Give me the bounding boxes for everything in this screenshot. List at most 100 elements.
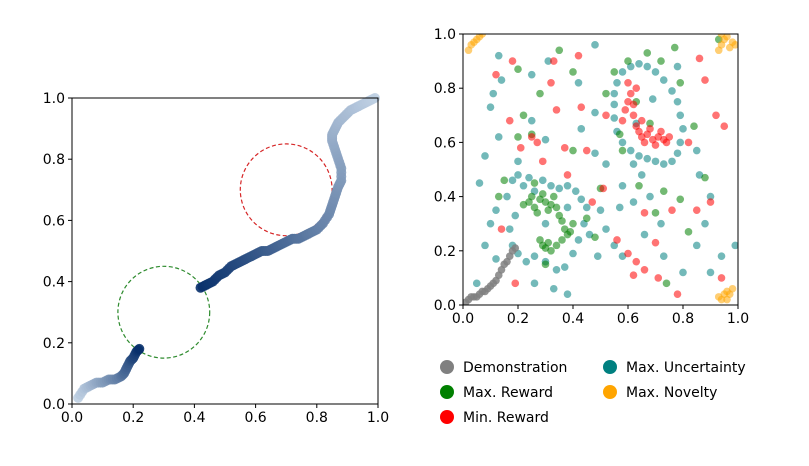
max-reward-point bbox=[558, 236, 566, 244]
left-x-tick-label: 0.2 bbox=[122, 410, 144, 426]
legend-marker bbox=[603, 360, 617, 374]
max-uncertainty-point bbox=[659, 252, 668, 261]
max-uncertainty-point bbox=[508, 176, 517, 185]
min-reward-point bbox=[613, 236, 621, 244]
right-y-tick-label: 1.0 bbox=[434, 27, 456, 43]
min-reward-point bbox=[552, 106, 561, 114]
max-reward-point bbox=[618, 146, 627, 155]
left-y-tick-label: 0.8 bbox=[43, 152, 65, 168]
max-uncertainty-point bbox=[635, 152, 643, 160]
max-uncertainty-point bbox=[497, 76, 506, 84]
max-uncertainty-point bbox=[676, 111, 685, 120]
max-reward-point bbox=[541, 260, 550, 269]
legend-label: Max. Reward bbox=[463, 385, 553, 401]
max-uncertainty-point bbox=[673, 97, 682, 106]
max-novelty-point bbox=[728, 284, 737, 293]
min-reward-point bbox=[629, 271, 638, 279]
max-reward-point bbox=[538, 190, 547, 198]
min-reward-point bbox=[582, 146, 591, 155]
max-uncertainty-point bbox=[676, 138, 685, 147]
max-uncertainty-point bbox=[555, 184, 564, 193]
max-uncertainty-point bbox=[679, 125, 687, 133]
max-uncertainty-point bbox=[591, 149, 599, 158]
legend-label: Demonstration bbox=[463, 360, 567, 376]
min-reward-point bbox=[516, 144, 525, 152]
right-x-tick-label: 1.0 bbox=[727, 311, 749, 327]
max-uncertainty-point bbox=[494, 133, 503, 141]
min-reward-point bbox=[626, 89, 635, 98]
left-axes-frame bbox=[71, 97, 379, 405]
max-uncertainty-point bbox=[522, 257, 531, 266]
scatter-points bbox=[463, 34, 738, 305]
max-uncertainty-point bbox=[602, 225, 610, 233]
max-uncertainty-point bbox=[610, 89, 619, 98]
max-reward-point bbox=[676, 195, 685, 204]
max-uncertainty-point bbox=[481, 152, 489, 160]
left-x-tick-label: 0.6 bbox=[244, 410, 266, 426]
trajectory-point bbox=[134, 343, 145, 354]
max-uncertainty-point bbox=[596, 206, 605, 214]
max-reward-point bbox=[552, 241, 561, 250]
max-uncertainty-point bbox=[492, 206, 500, 214]
max-reward-point bbox=[569, 219, 577, 228]
max-uncertainty-point bbox=[530, 279, 539, 288]
min-reward-point bbox=[673, 290, 682, 298]
max-uncertainty-point bbox=[505, 225, 514, 233]
max-uncertainty-point bbox=[602, 160, 610, 168]
min-reward-point bbox=[695, 54, 704, 63]
min-reward-point bbox=[651, 141, 660, 149]
max-uncertainty-point bbox=[701, 219, 709, 228]
min-reward-point bbox=[492, 70, 500, 79]
min-reward-point bbox=[640, 138, 649, 147]
min-reward-point bbox=[632, 84, 641, 92]
min-reward-point bbox=[527, 133, 536, 141]
min-reward-point bbox=[624, 249, 632, 258]
max-novelty-point bbox=[478, 34, 487, 38]
max-uncertainty-point bbox=[643, 154, 652, 163]
max-reward-point bbox=[690, 122, 698, 130]
max-uncertainty-point bbox=[640, 230, 649, 239]
max-reward-point bbox=[552, 203, 561, 212]
max-uncertainty-point bbox=[615, 203, 624, 212]
max-uncertainty-point bbox=[706, 268, 715, 277]
right-scatter-plot: 0.0 0.2 0.4 0.6 0.8 1.0 0.0 0.2 0.4 0.6 0.8 1.0 bbox=[434, 27, 749, 327]
max-novelty-point bbox=[723, 295, 731, 304]
max-uncertainty-point bbox=[538, 176, 547, 185]
max-uncertainty-point bbox=[563, 290, 572, 298]
max-novelty-point bbox=[731, 41, 738, 49]
max-reward-point bbox=[536, 89, 544, 98]
right-x-tick-label: 0.8 bbox=[672, 311, 694, 327]
min-reward-point bbox=[654, 274, 663, 282]
max-reward-point bbox=[670, 43, 679, 52]
min-reward-point bbox=[632, 257, 641, 266]
max-reward-point bbox=[602, 89, 610, 98]
legend-marker bbox=[440, 410, 454, 424]
min-reward-point bbox=[560, 144, 569, 152]
max-uncertainty-point bbox=[486, 219, 495, 228]
legend-marker bbox=[603, 385, 617, 399]
max-uncertainty-point bbox=[591, 108, 599, 117]
max-reward-point bbox=[651, 209, 660, 217]
min-reward-point bbox=[574, 51, 583, 60]
max-reward-point bbox=[662, 279, 671, 288]
min-reward-point bbox=[646, 125, 654, 133]
max-uncertainty-point bbox=[514, 157, 522, 166]
max-uncertainty-point bbox=[582, 203, 591, 212]
max-uncertainty-point bbox=[472, 279, 481, 288]
min-reward-point bbox=[668, 206, 676, 214]
min-reward-point bbox=[549, 57, 558, 65]
max-reward-point bbox=[514, 65, 522, 74]
max-reward-point bbox=[591, 233, 599, 242]
max-uncertainty-point bbox=[618, 138, 627, 147]
max-reward-point bbox=[684, 228, 693, 236]
max-reward-point bbox=[582, 214, 591, 223]
max-uncertainty-point bbox=[717, 252, 726, 261]
min-reward-point bbox=[640, 209, 649, 217]
max-uncertainty-point bbox=[643, 62, 652, 71]
max-reward-point bbox=[610, 68, 619, 76]
min-reward-point bbox=[692, 206, 701, 214]
max-uncertainty-point bbox=[668, 87, 676, 95]
right-y-tick-label: 0.0 bbox=[434, 298, 456, 314]
right-axes-frame bbox=[462, 33, 739, 306]
max-uncertainty-point bbox=[527, 116, 536, 125]
